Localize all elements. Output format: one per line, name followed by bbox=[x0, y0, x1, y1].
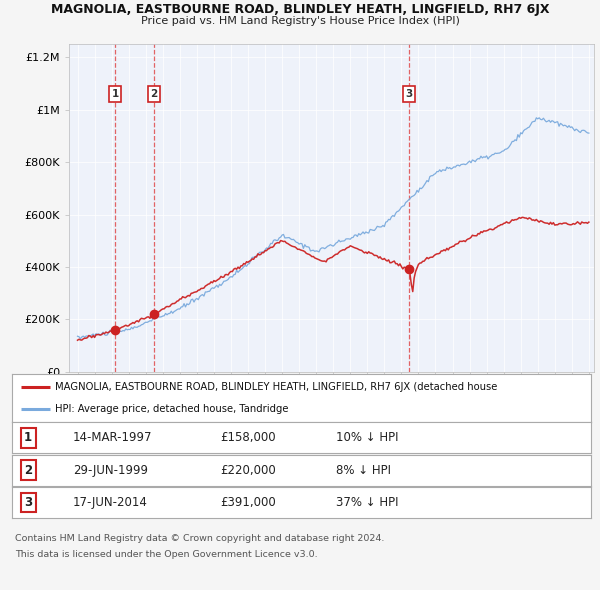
Text: 14-MAR-1997: 14-MAR-1997 bbox=[73, 431, 152, 444]
Text: £391,000: £391,000 bbox=[220, 496, 276, 509]
Text: MAGNOLIA, EASTBOURNE ROAD, BLINDLEY HEATH, LINGFIELD, RH7 6JX: MAGNOLIA, EASTBOURNE ROAD, BLINDLEY HEAT… bbox=[51, 3, 549, 16]
Text: 1: 1 bbox=[24, 431, 32, 444]
Text: 29-JUN-1999: 29-JUN-1999 bbox=[73, 464, 148, 477]
Text: 37% ↓ HPI: 37% ↓ HPI bbox=[336, 496, 399, 509]
Text: £158,000: £158,000 bbox=[220, 431, 276, 444]
Text: 3: 3 bbox=[24, 496, 32, 509]
Text: Contains HM Land Registry data © Crown copyright and database right 2024.: Contains HM Land Registry data © Crown c… bbox=[15, 534, 385, 543]
Text: 2: 2 bbox=[151, 89, 158, 99]
Text: This data is licensed under the Open Government Licence v3.0.: This data is licensed under the Open Gov… bbox=[15, 550, 317, 559]
Text: 10% ↓ HPI: 10% ↓ HPI bbox=[336, 431, 399, 444]
Text: 17-JUN-2014: 17-JUN-2014 bbox=[73, 496, 148, 509]
Text: MAGNOLIA, EASTBOURNE ROAD, BLINDLEY HEATH, LINGFIELD, RH7 6JX (detached house: MAGNOLIA, EASTBOURNE ROAD, BLINDLEY HEAT… bbox=[55, 382, 498, 392]
Text: 2: 2 bbox=[24, 464, 32, 477]
Text: £220,000: £220,000 bbox=[220, 464, 276, 477]
Text: 1: 1 bbox=[112, 89, 119, 99]
Text: Price paid vs. HM Land Registry's House Price Index (HPI): Price paid vs. HM Land Registry's House … bbox=[140, 16, 460, 26]
Text: 3: 3 bbox=[406, 89, 413, 99]
Text: HPI: Average price, detached house, Tandridge: HPI: Average price, detached house, Tand… bbox=[55, 404, 289, 414]
Text: 8% ↓ HPI: 8% ↓ HPI bbox=[336, 464, 391, 477]
